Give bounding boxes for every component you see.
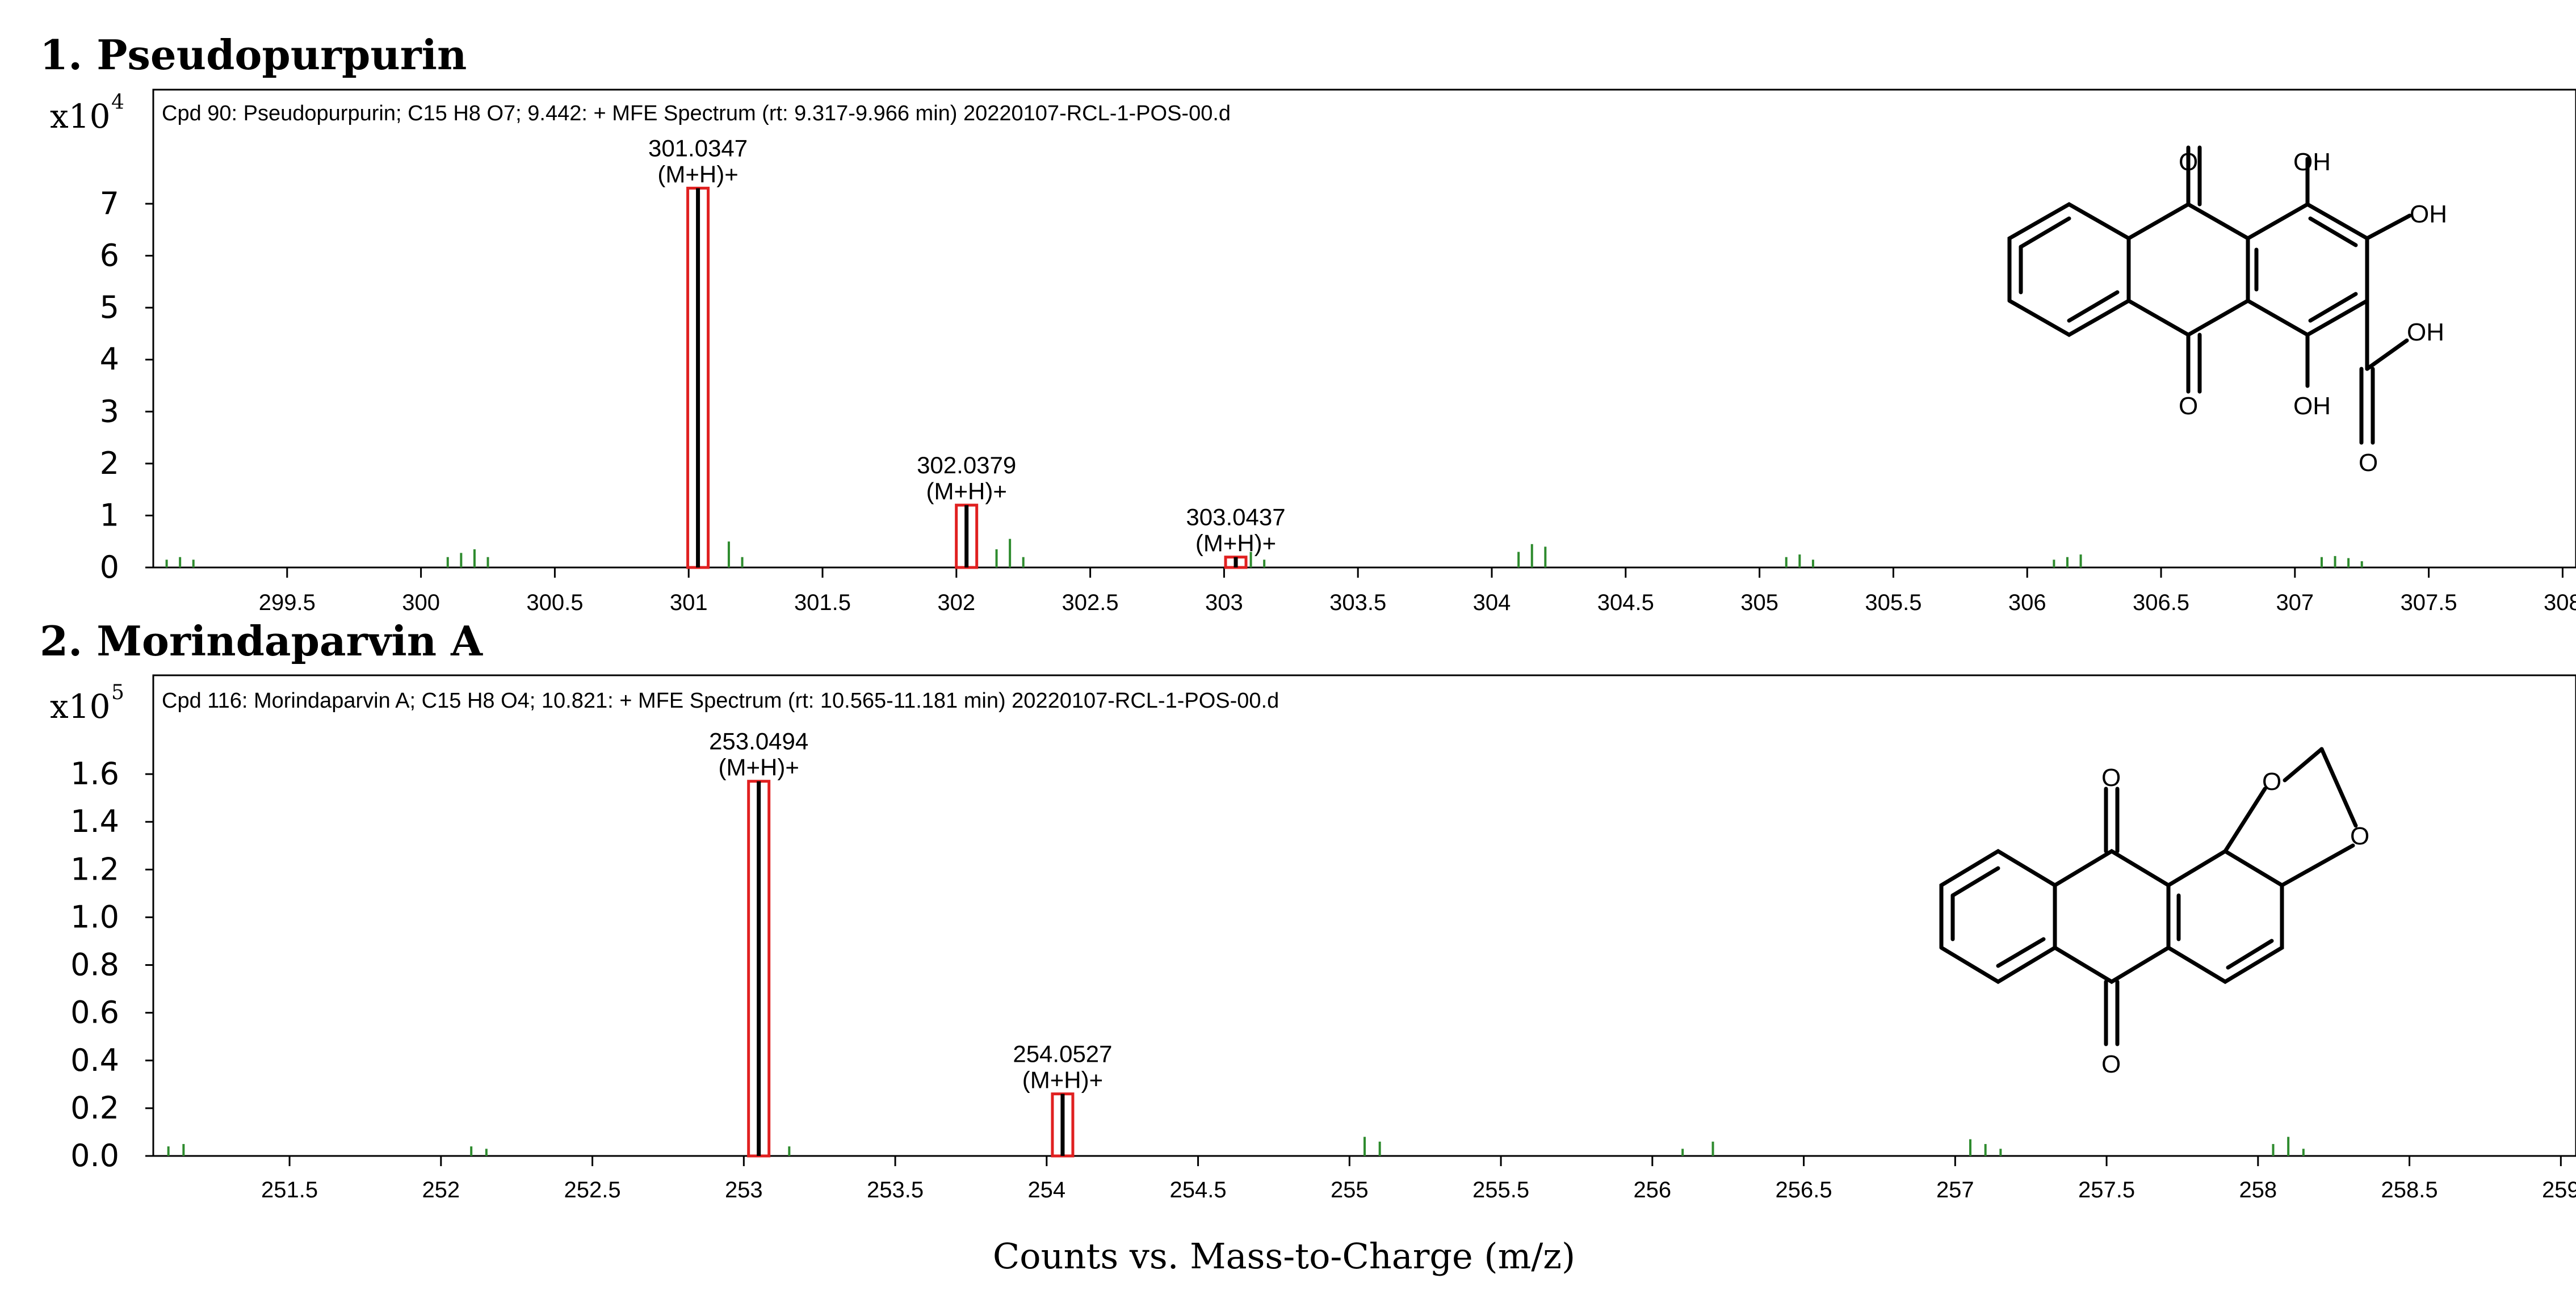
x-tick-label: 301 [670, 590, 708, 615]
peak-mz-label: 301.0347 [648, 135, 748, 162]
major-peaks: (M+H)+301.0347(M+H)+302.0379(M+H)+303.04… [648, 135, 1286, 569]
y-tick-label: 0.0 [70, 1138, 119, 1174]
plot-frame [152, 89, 2576, 569]
y-tick-label: 1.4 [70, 804, 119, 839]
atom-label: O [2359, 449, 2378, 477]
peak-mz-label: 253.0494 [709, 728, 808, 755]
x-tick-label: 258 [2239, 1178, 2277, 1202]
y-tick-label: 0.6 [70, 995, 119, 1031]
x-tick-label: 304 [1473, 590, 1511, 615]
y-tick-label: 1.6 [70, 756, 119, 792]
atom-label: OH [2410, 200, 2447, 228]
panel-title: 2. Morindaparvin A [40, 617, 483, 665]
x-tick-label: 307 [2276, 590, 2314, 615]
atom-label: O [2179, 392, 2198, 420]
x-tick-label: 299.5 [259, 590, 316, 615]
pseudopurpurin-structure [2007, 145, 2412, 445]
atom-label: OH [2293, 392, 2331, 420]
peak-mz-label: 303.0437 [1186, 504, 1285, 531]
x-tick-label: 251.5 [261, 1178, 318, 1202]
plot-frame [152, 674, 2576, 1157]
atom-label: O [2179, 148, 2198, 176]
y-tick-label: 4 [100, 342, 119, 377]
peak-ion-label: (M+H)+ [1195, 530, 1276, 557]
x-axis-title: Counts vs. Mass-to-Charge (m/z) [993, 1235, 1575, 1277]
x-tick-label: 302.5 [1062, 590, 1119, 615]
atom-label: OH [2407, 318, 2444, 346]
y-tick-label: 3 [100, 393, 119, 429]
x-tick-label: 301.5 [794, 590, 851, 615]
y-tick-label: 1 [100, 497, 119, 533]
x-axis: 299.5 300 300.5 301 301.5 302 302.5 303 303.5 304… [259, 567, 2576, 615]
x-tick-label: 259 [2542, 1178, 2576, 1202]
panel-title: 1. Pseudopurpurin [40, 31, 467, 79]
x-tick-label: 307.5 [2401, 590, 2457, 615]
atom-label: O [2101, 1050, 2121, 1078]
x-tick-label: 256.5 [1776, 1178, 1832, 1202]
x-tick-label: 300.5 [526, 590, 583, 615]
spectrum-header: Cpd 90: Pseudopurpurin; C15 H8 O7; 9.442… [162, 102, 1231, 125]
x-tick-label: 302 [937, 590, 975, 615]
major-peaks: (M+H)+253.0494(M+H)+254.0527 [709, 728, 1113, 1158]
y-scale-base: x10 [50, 687, 111, 726]
x-tick-label: 300 [402, 590, 440, 615]
x-tick-label: 305 [1740, 590, 1778, 615]
x-tick-label: 255.5 [1472, 1178, 1529, 1202]
atom-label: OH [2293, 148, 2331, 176]
y-scale-exponent: 4 [111, 91, 124, 114]
x-tick-label: 257.5 [2078, 1178, 2135, 1202]
x-tick-label: 252 [422, 1178, 460, 1202]
x-tick-label: 305.5 [1865, 590, 1921, 615]
y-tick-label: 1.2 [70, 851, 119, 887]
minor-peaks [165, 539, 2363, 567]
peak-ion-label: (M+H)+ [1022, 1067, 1103, 1094]
x-tick-label: 304.5 [1597, 590, 1654, 615]
x-tick-label: 254 [1027, 1178, 1065, 1202]
x-axis: 251.5 252 252.5 253 253.5 254 254.5 255 255.5 256… [261, 1156, 2576, 1202]
x-tick-label: 303.5 [1329, 590, 1386, 615]
minor-peaks [167, 1137, 2305, 1156]
y-tick-label: 0 [100, 549, 119, 585]
x-tick-label: 255 [1331, 1178, 1369, 1202]
y-tick-label: 0.4 [70, 1042, 119, 1078]
x-tick-label: 252.5 [564, 1178, 621, 1202]
y-tick-label: 1.0 [70, 899, 119, 935]
y-tick-label: 6 [100, 238, 119, 274]
x-tick-label: 257 [1936, 1178, 1974, 1202]
peak-ion-label: (M+H)+ [926, 478, 1007, 504]
y-tick-label: 0.8 [70, 947, 119, 983]
morindaparvin-structure [1939, 747, 2358, 1046]
atom-label: O [2101, 764, 2121, 792]
y-tick-label: 7 [100, 186, 119, 221]
x-tick-label: 253.5 [867, 1178, 924, 1202]
x-tick-label: 303 [1205, 590, 1243, 615]
x-tick-label: 308 [2544, 590, 2576, 615]
y-scale-exponent: 5 [111, 681, 124, 704]
peak-ion-label: (M+H)+ [719, 754, 799, 781]
y-axis: 0.0 0.2 0.4 0.6 0.8 1.0 1.2 1.4 1.6 [70, 756, 153, 1174]
y-tick-label: 5 [100, 289, 119, 325]
atom-label: O [2350, 822, 2369, 850]
y-tick-label: 2 [100, 445, 119, 481]
peak-mz-label: 254.0527 [1013, 1041, 1112, 1067]
y-tick-label: 0.2 [70, 1090, 119, 1126]
spectrum-header: Cpd 116: Morindaparvin A; C15 H8 O4; 10.… [162, 689, 1279, 713]
y-scale-base: x10 [50, 97, 111, 136]
x-tick-label: 254.5 [1170, 1178, 1227, 1202]
atom-label: O [2262, 768, 2281, 796]
peak-ion-label: (M+H)+ [657, 161, 738, 188]
panel-pseudopurpurin: 1. Pseudopurpurin x10 4 Cpd 90: Pseudopu… [40, 31, 2576, 615]
panel-morindaparvin-a: 2. Morindaparvin A x10 5 Cpd 116: Morind… [40, 617, 2576, 1202]
x-tick-label: 253 [725, 1178, 763, 1202]
x-tick-label: 256 [1633, 1178, 1671, 1202]
x-tick-label: 306.5 [2133, 590, 2189, 615]
y-axis: 0 1 2 3 4 5 6 7 [100, 186, 153, 585]
x-tick-label: 306 [2008, 590, 2046, 615]
x-tick-label: 258.5 [2381, 1178, 2438, 1202]
peak-mz-label: 302.0379 [917, 452, 1016, 478]
